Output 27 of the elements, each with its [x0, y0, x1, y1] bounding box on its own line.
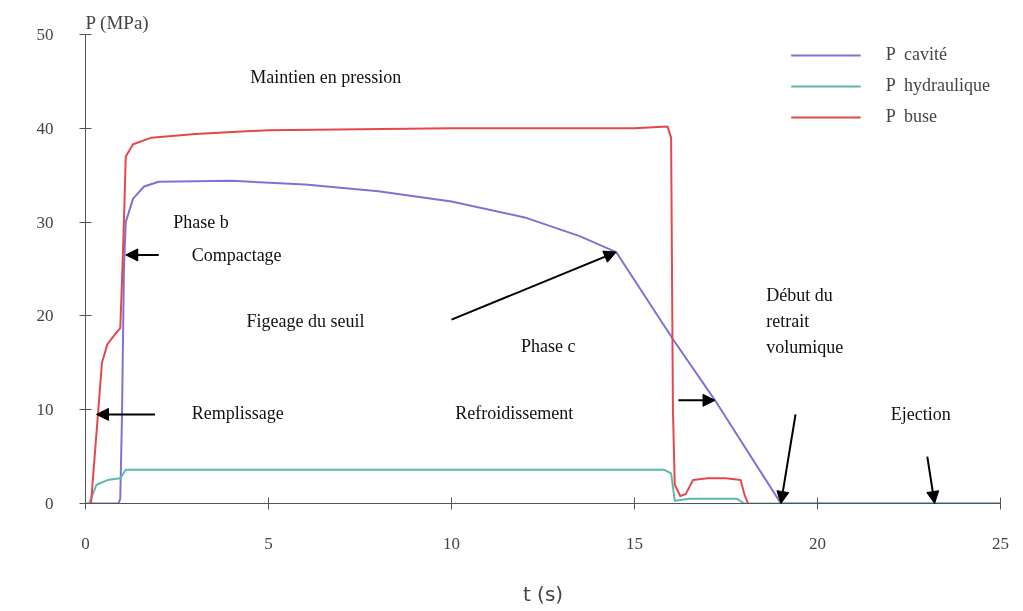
legend-label: P hydraulique [885, 75, 990, 96]
annotation: Refroidissement [455, 402, 574, 423]
x-tick-label: 15 [626, 533, 643, 553]
annotation: Figeage du seuil [246, 310, 365, 331]
x-tick-label: 0 [81, 533, 90, 553]
y-tick-label: 10 [36, 400, 54, 420]
y-tick-label: 0 [45, 494, 54, 513]
x-axis-title: t (s) [522, 581, 564, 606]
x-tick-label: 5 [264, 533, 273, 553]
x-tick-label: 20 [809, 533, 826, 553]
y-tick-label: 40 [36, 118, 54, 138]
annotation: Début du retrait volumique [766, 284, 844, 357]
annotation: Maintien en pression [250, 66, 402, 87]
y-axis-title: P (MPa) [85, 11, 149, 34]
line-series [89, 125, 749, 504]
annotation: Remplissage [191, 402, 284, 423]
legend-label: P cavité [885, 44, 947, 65]
annotation: Compactage [191, 244, 282, 265]
y-tick-label: 50 [36, 25, 54, 44]
x-tick-label: 10 [443, 533, 460, 553]
y-tick-label: 20 [36, 306, 54, 326]
annotation: Ejection [890, 404, 951, 425]
annotation: Phase c [521, 335, 576, 356]
x-tick-label: 25 [992, 533, 1009, 553]
y-tick-label: 30 [36, 212, 54, 232]
annotation: Phase b [173, 212, 229, 233]
legend-label: P buse [885, 106, 938, 127]
